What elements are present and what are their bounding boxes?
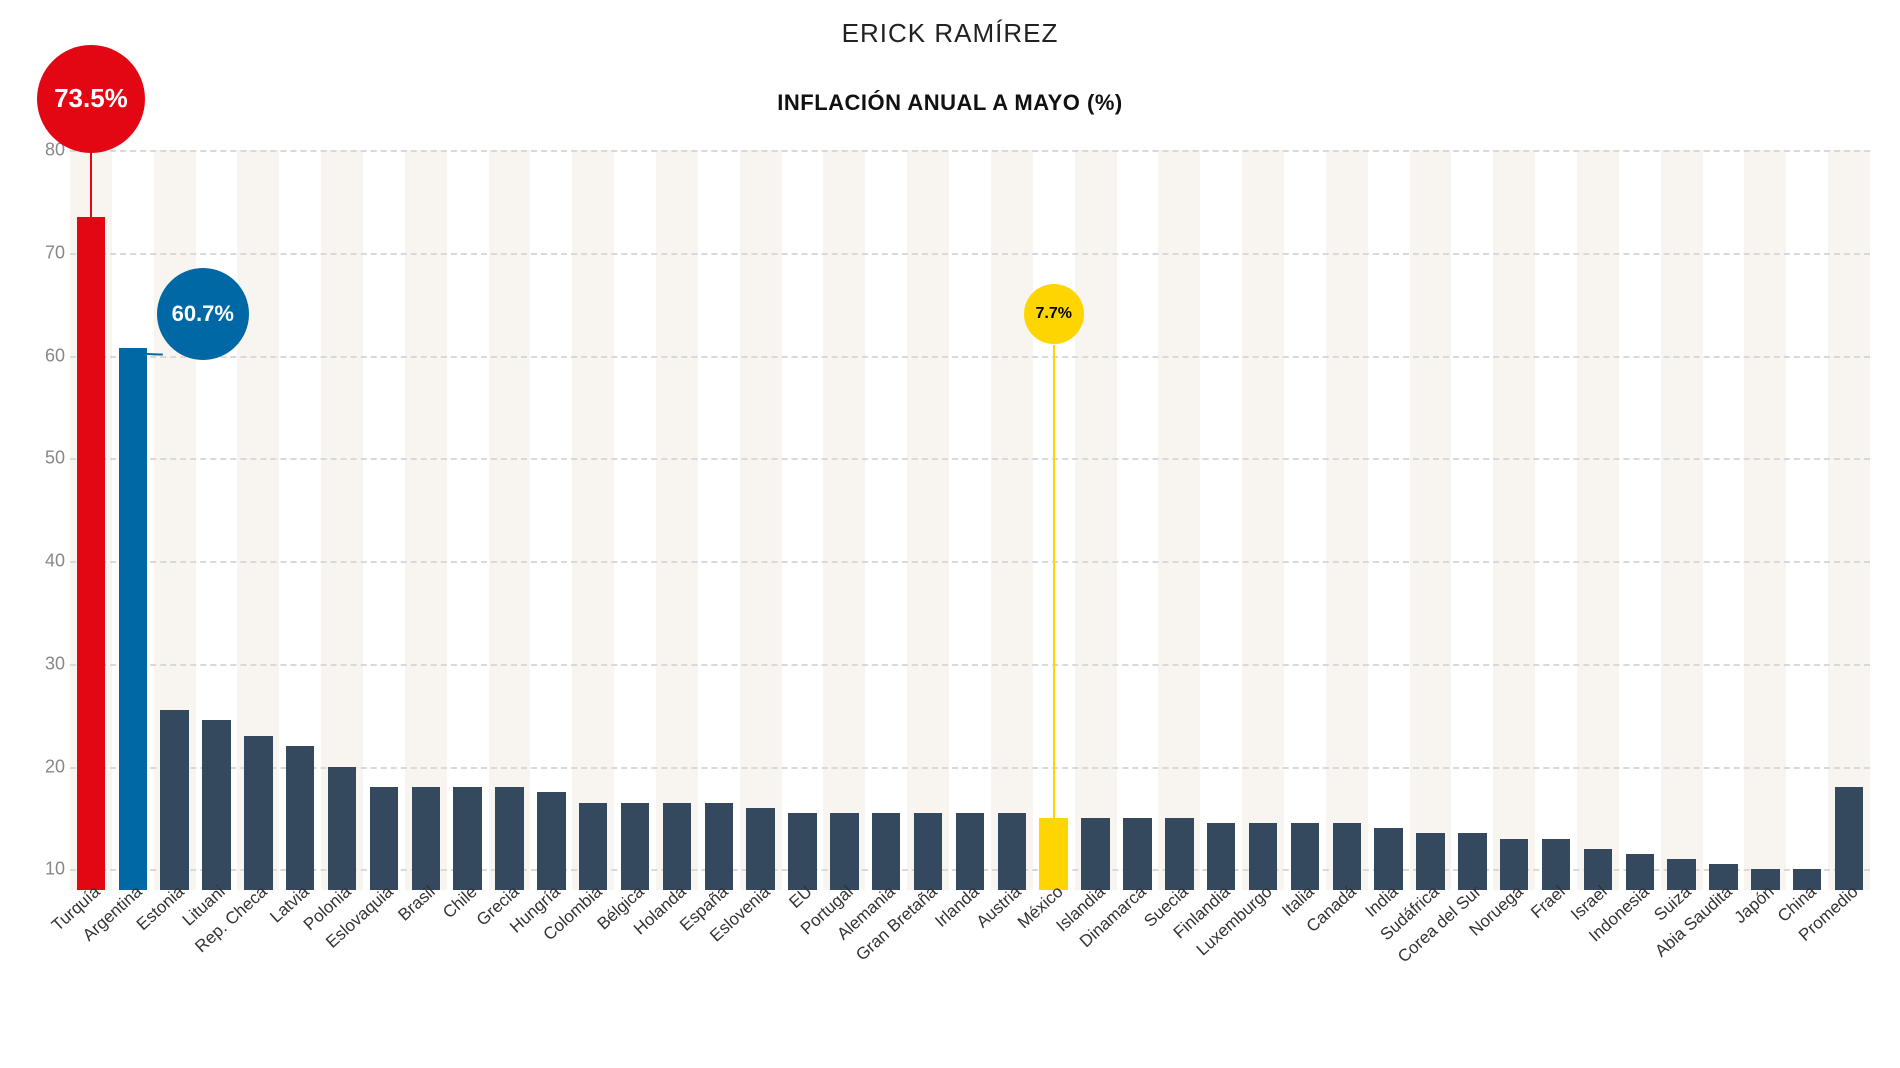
stripe bbox=[656, 150, 698, 890]
bar: Canadá bbox=[1333, 823, 1361, 890]
bar: EU bbox=[788, 813, 816, 890]
bar: Turquía bbox=[77, 217, 105, 890]
stripe bbox=[1410, 150, 1452, 890]
callout-connector bbox=[90, 150, 92, 217]
bar: Alemania bbox=[872, 813, 900, 890]
plot-area: 1020304050607080TurquíaArgentinaEstoniaL… bbox=[70, 150, 1870, 890]
y-axis-tick: 60 bbox=[35, 345, 65, 366]
gridline bbox=[70, 150, 1870, 152]
stripe bbox=[991, 150, 1033, 890]
bar: Gran Bretaña bbox=[914, 813, 942, 890]
stripe bbox=[1158, 150, 1200, 890]
bar: Eslovaquia bbox=[370, 787, 398, 890]
stripe bbox=[1577, 150, 1619, 890]
chart-area: 1020304050607080TurquíaArgentinaEstoniaL… bbox=[40, 150, 1880, 970]
stripe bbox=[823, 150, 865, 890]
stripe bbox=[1661, 150, 1703, 890]
y-axis-tick: 10 bbox=[35, 859, 65, 880]
bar: Colombia bbox=[579, 803, 607, 890]
bar: Noruega bbox=[1500, 839, 1528, 890]
gridline bbox=[70, 664, 1870, 666]
bar: Sudáfrica bbox=[1416, 833, 1444, 890]
y-axis-tick: 70 bbox=[35, 242, 65, 263]
callout-badge: 60.7% bbox=[157, 268, 249, 360]
bar: Israel bbox=[1584, 849, 1612, 890]
stripe bbox=[1075, 150, 1117, 890]
stripe bbox=[1326, 150, 1368, 890]
chart-title: INFLACIÓN ANUAL A MAYO (%) bbox=[0, 90, 1900, 116]
bar: Suiza bbox=[1667, 859, 1695, 890]
bar: Estonia bbox=[160, 710, 188, 890]
gridline bbox=[70, 356, 1870, 358]
bar: Promedio bbox=[1835, 787, 1863, 890]
x-axis-label: Japón bbox=[1731, 882, 1779, 928]
bar: Dinamarca bbox=[1123, 818, 1151, 890]
bar: Rep. Checa bbox=[244, 736, 272, 890]
author-name: ERICK RAMÍREZ bbox=[0, 18, 1900, 49]
bar: México bbox=[1039, 818, 1067, 890]
y-axis-tick: 40 bbox=[35, 551, 65, 572]
stripe bbox=[1493, 150, 1535, 890]
callout-badge: 7.7% bbox=[1024, 284, 1084, 344]
stripe bbox=[740, 150, 782, 890]
bar: Corea del Sur bbox=[1458, 833, 1486, 890]
bar: Suecia bbox=[1165, 818, 1193, 890]
y-axis-tick: 20 bbox=[35, 756, 65, 777]
bar: Latvia bbox=[286, 746, 314, 890]
x-axis-label: Brasil bbox=[394, 882, 439, 925]
bar: Grecia bbox=[495, 787, 523, 890]
stripe bbox=[1242, 150, 1284, 890]
bar: Lituani bbox=[202, 720, 230, 890]
bar: Luxemburgo bbox=[1249, 823, 1277, 890]
bar: China bbox=[1793, 869, 1821, 890]
bar: Eslovenia bbox=[746, 808, 774, 890]
bar: Portugal bbox=[830, 813, 858, 890]
bar: Argentina bbox=[119, 348, 147, 890]
x-axis-label: EU bbox=[785, 882, 816, 913]
bar: Bélgica bbox=[621, 803, 649, 890]
bar: Indonesia bbox=[1626, 854, 1654, 890]
stripe bbox=[1744, 150, 1786, 890]
callout-connector bbox=[1053, 345, 1055, 818]
bar: Italia bbox=[1291, 823, 1319, 890]
bar: Brasil bbox=[412, 787, 440, 890]
y-axis-tick: 50 bbox=[35, 448, 65, 469]
bar: Holanda bbox=[663, 803, 691, 890]
gridline bbox=[70, 458, 1870, 460]
bar: India bbox=[1374, 828, 1402, 890]
stripe bbox=[405, 150, 447, 890]
bar: Chile bbox=[453, 787, 481, 890]
stripe bbox=[489, 150, 531, 890]
bar: Austria bbox=[998, 813, 1026, 890]
bar: Irlanda bbox=[956, 813, 984, 890]
bar: Hungría bbox=[537, 792, 565, 890]
bar: Finlandia bbox=[1207, 823, 1235, 890]
bar: Polonia bbox=[328, 767, 356, 890]
callout-badge: 73.5% bbox=[37, 45, 145, 153]
bar: España bbox=[705, 803, 733, 890]
bar: Frael bbox=[1542, 839, 1570, 890]
y-axis-tick: 30 bbox=[35, 653, 65, 674]
bar: Abia Saudita bbox=[1709, 864, 1737, 890]
stripe bbox=[1828, 150, 1870, 890]
gridline bbox=[70, 253, 1870, 255]
stripe bbox=[907, 150, 949, 890]
bar: Islandia bbox=[1081, 818, 1109, 890]
bar: Japón bbox=[1751, 869, 1779, 890]
chart-page: ERICK RAMÍREZ INFLACIÓN ANUAL A MAYO (%)… bbox=[0, 0, 1900, 1068]
stripe bbox=[572, 150, 614, 890]
gridline bbox=[70, 561, 1870, 563]
